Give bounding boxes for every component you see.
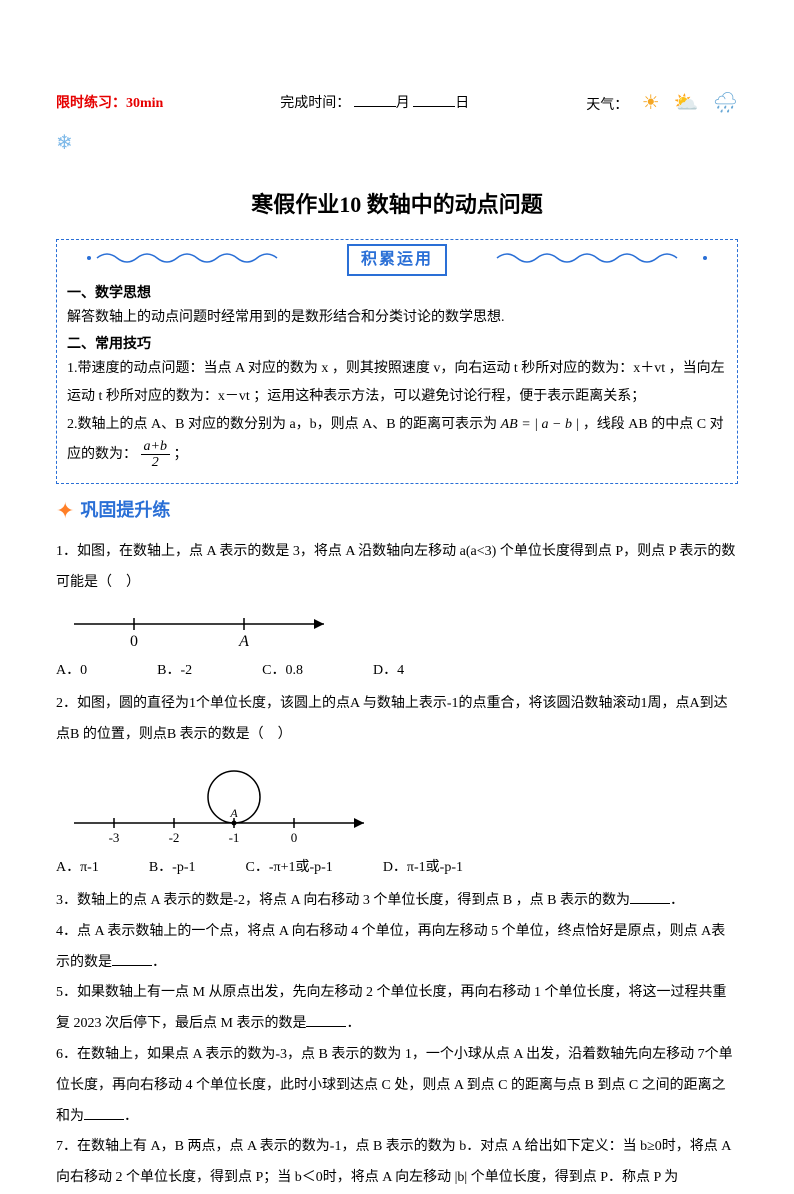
section-1-heading: 一、数学思想 (67, 283, 727, 304)
q5-text: 5．如果数轴上有一点 M 从原点出发，先向左移动 2 个单位长度，再向右移动 1… (56, 985, 726, 1031)
section-1-text: 解答数轴上的动点问题时经常用到的是数形结合和分类讨论的数学思想. (67, 304, 727, 332)
tip-2-formula: AB = | a − b | (501, 417, 580, 432)
q2-tick-0: 0 (291, 830, 298, 845)
q4-blank (112, 954, 152, 966)
tip-2-end: ； (173, 447, 187, 462)
fraction-num: a+b (141, 439, 170, 455)
q5-period: ． (346, 1016, 360, 1031)
q1-opt-a: A．0 (56, 660, 87, 681)
header-bar: 限时练习：30min 完成时间： 月 日 天气： ☀ ⛅ 🌧 (56, 88, 738, 124)
question-5: 5．如果数轴上有一点 M 从原点出发，先向左移动 2 个单位长度，再向右移动 1… (56, 978, 738, 1040)
q1-numberline: 0 A (64, 604, 344, 650)
q2-label-a: A (229, 806, 238, 820)
weather-group: 天气： ☀ ⛅ 🌧 (586, 88, 738, 118)
q1-opt-d: D．4 (373, 660, 404, 681)
q6-blank (84, 1108, 124, 1120)
q2-tick-n1: -1 (229, 830, 240, 845)
q1-label-0: 0 (130, 633, 138, 650)
practice-title: 巩固提升练 (80, 497, 170, 524)
rain-icon: 🌧 (713, 88, 738, 118)
q2-tick-n3: -3 (109, 830, 120, 845)
snowflake-icon: ❄ (56, 128, 738, 158)
question-4: 4．点 A 表示数轴上的一个点，将点 A 向右移动 4 个单位，再向左移动 5 … (56, 917, 738, 979)
star-icon: ✦ (56, 494, 74, 527)
wave-divider: 积累运用 (67, 244, 727, 275)
q1-options: A．0 B．-2 C．0.8 D．4 (56, 660, 738, 681)
complete-time: 完成时间： 月 日 (280, 93, 469, 114)
question-7: 7．在数轴上有 A，B 两点，点 A 表示的数为-1，点 B 表示的数为 b．对… (56, 1132, 738, 1194)
month-suffix: 月 (396, 96, 410, 111)
q6-text: 6．在数轴上，如果点 A 表示的数为-3，点 B 表示的数为 1，一个小球从点 … (56, 1047, 733, 1124)
q1-opt-b: B．-2 (157, 660, 192, 681)
section-2-text-1: 1.带速度的动点问题：当点 A 对应的数为 x ，则其按照速度 v，向右运动 t… (67, 355, 727, 411)
question-3: 3．数轴上的点 A 表示的数是-2，将点 A 向右移动 3 个单位长度，得到点 … (56, 886, 738, 917)
question-1: 1．如图，在数轴上，点 A 表示的数是 3，将点 A 沿数轴向左移动 a(a<3… (56, 537, 738, 599)
q2-opt-d: D．π-1或-p-1 (383, 857, 463, 878)
day-suffix: 日 (455, 96, 469, 111)
section-2-text-2: 2.数轴上的点 A、B 对应的数分别为 a，b，则点 A、B 的距离可表示为 A… (67, 411, 727, 471)
weather-icons: ☀ ⛅ 🌧 (642, 88, 738, 118)
q3-text: 3．数轴上的点 A 表示的数是-2，将点 A 向右移动 3 个单位长度，得到点 … (56, 893, 630, 908)
time-limit: 限时练习：30min (56, 93, 163, 114)
page-title: 寒假作业10 数轴中的动点问题 (56, 188, 738, 221)
summary-box: 积累运用 一、数学思想 解答数轴上的动点问题时经常用到的是数形结合和分类讨论的数… (56, 239, 738, 484)
fraction-den: 2 (141, 455, 170, 470)
q2-opt-a: A．π-1 (56, 857, 99, 878)
box-label: 积累运用 (347, 244, 447, 276)
q2-options: A．π-1 B．-p-1 C．-π+1或-p-1 D．π-1或-p-1 (56, 857, 738, 878)
tip-1: 1.带速度的动点问题：当点 A 对应的数为 x ，则其按照速度 v，向右运动 t… (67, 361, 725, 404)
fraction: a+b 2 (141, 439, 170, 471)
sun-icon: ☀ (642, 88, 660, 118)
section-2-heading: 二、常用技巧 (67, 334, 727, 355)
complete-label: 完成时间： (280, 96, 350, 111)
q4-period: ． (152, 955, 166, 970)
q3-blank (630, 892, 670, 904)
practice-header: ✦ 巩固提升练 (56, 494, 738, 527)
day-blank (413, 93, 455, 107)
weather-label: 天气： (586, 98, 628, 113)
sun-cloud-icon: ⛅ (674, 88, 699, 118)
month-blank (354, 93, 396, 107)
q6-period: ． (124, 1109, 138, 1124)
q2-tick-n2: -2 (169, 830, 180, 845)
q1-opt-c: C．0.8 (262, 660, 303, 681)
q3-period: ． (670, 893, 684, 908)
q2-figure: A -3 -2 -1 0 (64, 757, 384, 847)
q2-opt-b: B．-p-1 (149, 857, 196, 878)
q5-blank (306, 1015, 346, 1027)
q2-opt-c: C．-π+1或-p-1 (246, 857, 333, 878)
question-6: 6．在数轴上，如果点 A 表示的数为-3，点 B 表示的数为 1，一个小球从点 … (56, 1040, 738, 1132)
q1-label-a: A (238, 633, 249, 650)
tip-2-pre: 2.数轴上的点 A、B 对应的数分别为 a，b，则点 A、B 的距离可表示为 (67, 417, 501, 432)
question-2: 2．如图，圆的直径为1个单位长度，该圆上的点A 与数轴上表示-1的点重合，将该圆… (56, 689, 738, 751)
